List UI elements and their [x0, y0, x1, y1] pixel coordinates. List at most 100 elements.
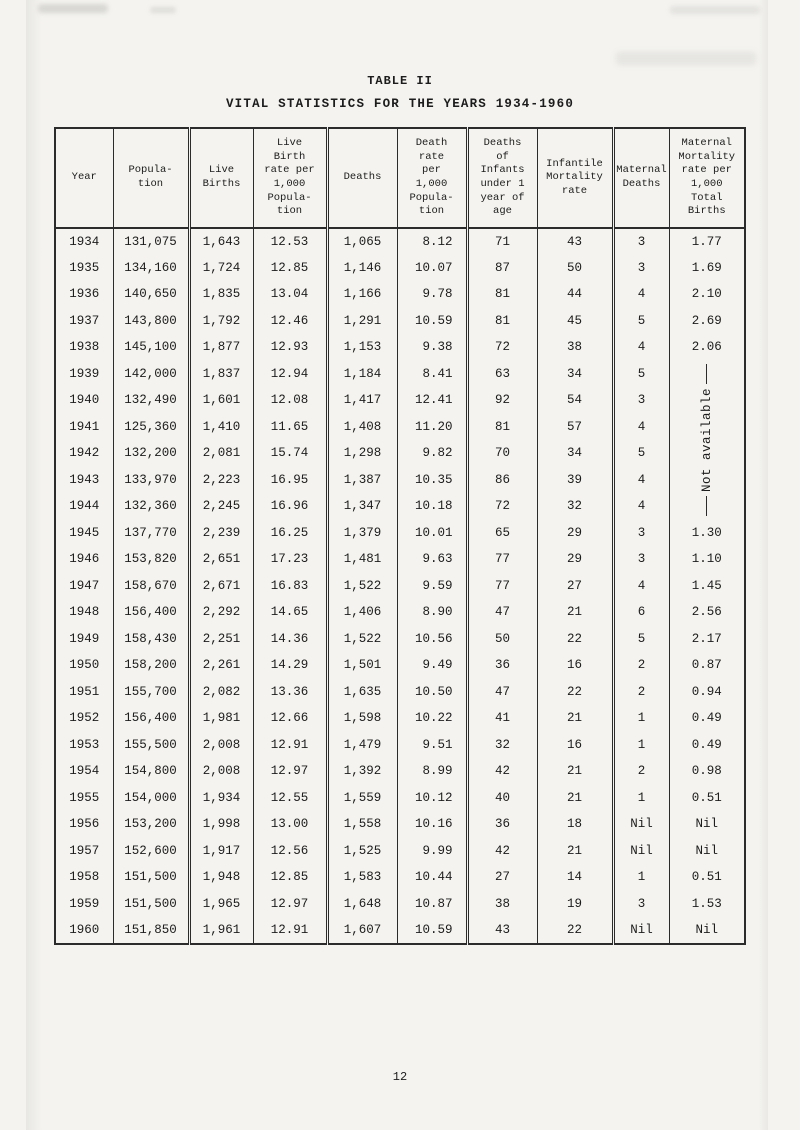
cell-year: 1952	[69, 711, 100, 726]
cell-population: 158,200	[112, 652, 189, 679]
table-row: 1957 152,600 1,917 12.56 1,525 9.99 42 21 Nil Nil	[55, 837, 745, 864]
cell-death-rate: 10.22	[396, 705, 467, 732]
cell-year: 1938	[69, 340, 100, 355]
cell-population: 132,360	[112, 493, 189, 520]
cell-infantile-mortality-rate: 32	[536, 493, 613, 520]
cell-year: 1954	[69, 764, 100, 779]
table-row: 1953 155,500 2,008 12.91 1,479 9.51 32 16 1 0.49	[55, 731, 745, 758]
cell-deaths: 1,146	[325, 254, 397, 281]
cell-maternal-mortality-rate: 2.56	[668, 599, 745, 626]
cell-live-births: 2,008	[187, 758, 253, 785]
table-row: 1958 151,500 1,948 12.85 1,583 10.44 27 14 1 0.51	[55, 864, 745, 891]
cell-deaths: 1,166	[325, 281, 397, 308]
table-row: 1939 142,000 1,837 12.94 1,184 8.41 63 34 5 Not a…	[55, 360, 745, 520]
cell-deaths: 1,184	[325, 360, 397, 387]
cell-infantile-mortality-rate: 14	[536, 864, 613, 891]
table-row: 1943 133,970 2,223 16.95 1,387 10.35 86 39 4	[55, 466, 745, 493]
cell-death-rate: 9.51	[396, 731, 467, 758]
cell-live-births: 2,245	[187, 493, 253, 520]
cell-infantile-mortality-rate: 57	[536, 413, 613, 440]
cell-year: 1944	[69, 499, 100, 514]
cell-maternal-deaths: 1	[611, 864, 669, 891]
cell-maternal-mortality-rate: 1.77	[668, 228, 745, 255]
cell-maternal-deaths: 3	[611, 890, 669, 917]
cell-live-births: 1,837	[187, 360, 253, 387]
cell-year: 1948	[69, 605, 100, 620]
cell-infantile-mortality-rate: 29	[536, 519, 613, 546]
table-row: 1948 156,400 2,292 14.65 1,406 8.90 47 21 6 2.56	[55, 599, 745, 626]
cell-infant-deaths: 70	[465, 440, 537, 467]
column-header-population: Popula- tion	[112, 128, 189, 229]
cell-live-birth-rate: 13.36	[252, 678, 327, 705]
column-header-year: Year	[55, 128, 113, 229]
cell-live-birth-rate: 12.85	[252, 254, 327, 281]
table-row: 1942 132,200 2,081 15.74 1,298 9.82 70 34 5	[55, 440, 745, 467]
cell-live-birth-rate: 16.95	[252, 466, 327, 493]
document-page: TABLE II VITAL STATISTICS FOR THE YEARS …	[26, 0, 768, 1130]
cell-maternal-mortality-rate: 1.45	[668, 572, 745, 599]
cell-live-births: 1,410	[187, 413, 253, 440]
cell-maternal-deaths: 4	[611, 281, 669, 308]
cell-death-rate: 11.20	[396, 413, 467, 440]
cell-maternal-deaths: 2	[611, 652, 669, 679]
table-row: 1944 132,360 2,245 16.96 1,347 10.18 72 32 4	[55, 493, 745, 520]
cell-population: 140,650	[112, 281, 189, 308]
cell-year: 1955	[69, 790, 100, 805]
page-number: 12	[392, 1070, 408, 1084]
cell-maternal-deaths: 5	[611, 360, 669, 387]
cell-maternal-deaths: 5	[611, 440, 669, 467]
column-header-deaths: Deaths	[325, 128, 397, 229]
cell-live-birth-rate: 12.97	[252, 758, 327, 785]
cell-infant-deaths: 36	[465, 652, 537, 679]
table-row: 1949 158,430 2,251 14.36 1,522 10.56 50 22 5 2.17	[55, 625, 745, 652]
cell-maternal-deaths: 2	[611, 678, 669, 705]
cell-death-rate: 10.35	[396, 466, 467, 493]
cell-live-birth-rate: 12.85	[252, 864, 327, 891]
table-row: 1954 154,800 2,008 12.97 1,392 8.99 42 21 2 0.98	[55, 758, 745, 785]
cell-population: 153,200	[112, 811, 189, 838]
cell-live-birth-rate: 15.74	[252, 440, 327, 467]
cell-infant-deaths: 41	[465, 705, 537, 732]
cell-death-rate: 10.12	[396, 784, 467, 811]
column-header-infant-deaths: Deaths of Infants under 1 year of age	[465, 128, 537, 229]
cell-live-birth-rate: 16.83	[252, 572, 327, 599]
cell-population: 155,700	[112, 678, 189, 705]
not-available-note: Not available	[668, 360, 745, 520]
cell-maternal-mortality-rate: 1.53	[668, 890, 745, 917]
cell-infantile-mortality-rate: 16	[536, 652, 613, 679]
cell-live-births: 1,835	[187, 281, 253, 308]
cell-live-births: 2,671	[187, 572, 253, 599]
cell-maternal-deaths: Nil	[611, 837, 669, 864]
cell-deaths: 1,387	[325, 466, 397, 493]
cell-maternal-mortality-rate: 0.49	[668, 731, 745, 758]
cell-year: 1953	[69, 737, 100, 752]
table-body: 1934 131,075 1,643 12.53 1,065 8.12 71 43 3 1.77 1…	[55, 228, 745, 944]
cell-population: 151,850	[112, 917, 189, 944]
cell-maternal-deaths: 4	[611, 466, 669, 493]
cell-maternal-deaths: 1	[611, 705, 669, 732]
table-row: 1941 125,360 1,410 11.65 1,408 11.20 81 57 4	[55, 413, 745, 440]
cell-deaths: 1,065	[325, 228, 397, 255]
cell-population: 156,400	[112, 599, 189, 626]
cell-death-rate: 9.82	[396, 440, 467, 467]
cell-population: 131,075	[112, 228, 189, 255]
cell-maternal-mortality-rate: 2.17	[668, 625, 745, 652]
cell-live-births: 1,981	[187, 705, 253, 732]
range-bar-bottom	[706, 496, 708, 516]
cell-live-births: 2,008	[187, 731, 253, 758]
cell-year: 1945	[69, 525, 100, 540]
cell-infantile-mortality-rate: 39	[536, 466, 613, 493]
cell-maternal-deaths: 1	[611, 731, 669, 758]
cell-year: 1942	[69, 446, 100, 461]
cell-death-rate: 10.59	[396, 307, 467, 334]
cell-infantile-mortality-rate: 22	[536, 625, 613, 652]
cell-maternal-mortality-rate: Nil	[668, 837, 745, 864]
cell-infant-deaths: 72	[465, 334, 537, 361]
cell-maternal-deaths: 3	[611, 546, 669, 573]
cell-death-rate: 10.01	[396, 519, 467, 546]
cell-death-rate: 10.07	[396, 254, 467, 281]
cell-death-rate: 8.12	[396, 228, 467, 255]
cell-population: 143,800	[112, 307, 189, 334]
cell-year: 1946	[69, 552, 100, 567]
cell-infantile-mortality-rate: 16	[536, 731, 613, 758]
